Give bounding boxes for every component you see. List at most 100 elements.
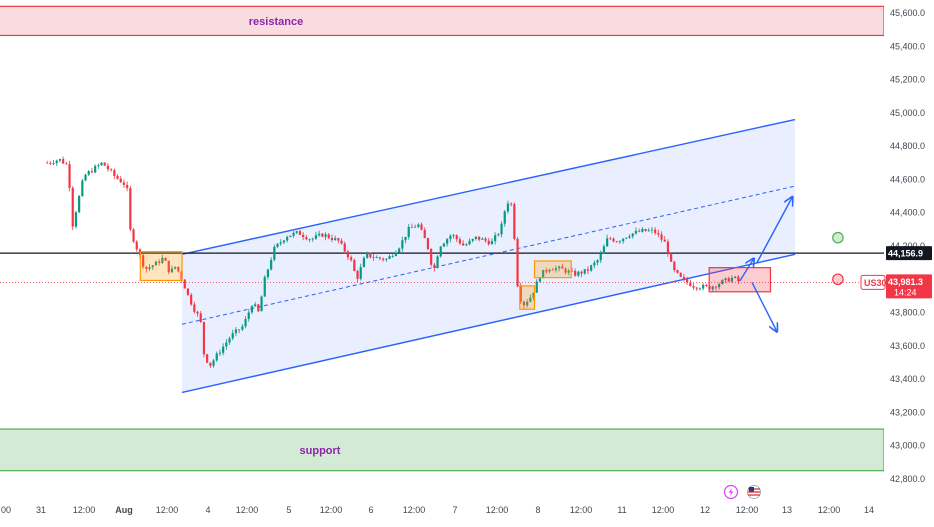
candle-body [458, 239, 462, 244]
candle-body [574, 270, 577, 276]
candle-body [228, 338, 231, 343]
candle-body [663, 239, 666, 242]
price-tick-label: 45,400.0 [890, 41, 925, 51]
time-tick-label: 4 [205, 505, 210, 515]
orange-highlight-box[interactable] [533, 260, 572, 279]
candle-body [394, 252, 398, 256]
us-flag-icon[interactable] [747, 485, 761, 499]
candle-body [337, 238, 340, 241]
candle-body [401, 240, 404, 249]
green-circle-marker[interactable] [832, 231, 844, 244]
candle-body [62, 159, 65, 164]
level-price-tag: 44,156.9 [886, 246, 932, 261]
symbol-tag: US30 [860, 274, 887, 290]
candle-body [366, 252, 369, 258]
orange-highlight-box[interactable] [519, 285, 536, 310]
time-tick-label: 13 [782, 505, 792, 515]
candle-body [170, 268, 174, 273]
channel-lower-line[interactable] [181, 253, 796, 394]
projection-arrow[interactable] [739, 259, 753, 282]
candle-body [196, 311, 199, 314]
candle-body [343, 243, 346, 252]
candle-body [250, 306, 254, 313]
support-label: support [300, 445, 341, 457]
candle-body [103, 162, 106, 166]
candle-body [359, 267, 362, 279]
chart-markers[interactable] [139, 198, 844, 331]
candle-body [100, 162, 103, 166]
candle-body [145, 266, 148, 269]
projection-arrow[interactable] [756, 198, 792, 263]
candle-body [558, 266, 561, 269]
candle-body [324, 234, 327, 237]
candle-body [679, 272, 682, 277]
symbol-text: US30 [864, 278, 887, 288]
candle-body [638, 230, 641, 232]
candle-body [388, 256, 391, 259]
candle-body [289, 235, 292, 238]
candle-body [436, 256, 439, 269]
time-tick-label: 12:00 [320, 505, 343, 515]
time-tick-label: 12 [700, 505, 710, 515]
price-axis[interactable]: 45,600.0 45,400.0 45,200.0 45,000.0 44,800.0… [884, 0, 934, 527]
price-tick-label: 44,400.0 [890, 208, 925, 218]
candle-body [465, 244, 468, 246]
candle-body [270, 259, 273, 270]
candle-body [94, 166, 97, 173]
channel-upper-line[interactable] [181, 118, 796, 256]
last-price-text: 43,981.3 [888, 277, 923, 287]
lightning-icon[interactable] [723, 484, 739, 500]
candle-body [554, 268, 558, 271]
candle-body [692, 286, 695, 288]
candle-body [202, 321, 206, 355]
candle-body [657, 232, 660, 235]
candle-body [382, 258, 385, 260]
candle-body [353, 259, 356, 272]
level-price-text: 44,156.9 [888, 249, 923, 259]
candle-body [577, 271, 580, 276]
time-tick-label: 11 [617, 505, 626, 515]
time-tick-label: 12:00 [736, 505, 759, 515]
candle-body [682, 276, 686, 279]
candle-body [151, 265, 154, 268]
candle-body [177, 266, 180, 272]
candle-body [49, 162, 52, 164]
candle-body [318, 233, 321, 236]
candle-body [446, 239, 449, 244]
orange-highlight-box[interactable] [139, 251, 183, 282]
time-tick-label: 00 [1, 505, 11, 515]
candle-body [634, 230, 638, 234]
candle-body [548, 269, 551, 272]
candle-body [391, 255, 394, 257]
candle-body [276, 243, 279, 247]
candle-body [609, 238, 612, 240]
candle-body [503, 211, 506, 224]
price-axis-bg [884, 0, 934, 527]
candle-body [135, 241, 138, 250]
resistance-zone[interactable]: resistance [0, 5, 885, 37]
ascending-channel[interactable] [181, 118, 796, 394]
candle-body [186, 288, 190, 295]
candle-body [247, 312, 250, 319]
candle-body [129, 188, 132, 230]
red-highlight-box[interactable] [708, 267, 772, 293]
candle-body [84, 174, 87, 181]
candle-body [212, 360, 215, 366]
candle-body [340, 240, 343, 244]
candle-body [330, 237, 334, 240]
candle-body [58, 159, 62, 161]
red-circle-marker[interactable] [832, 273, 844, 286]
candle-body [404, 236, 407, 241]
candle-body [426, 238, 430, 250]
candle-body [545, 269, 548, 272]
projection-arrow[interactable] [751, 282, 777, 331]
candle-body [295, 231, 298, 233]
candle-body [183, 279, 186, 289]
candle-body [487, 240, 490, 245]
candle-body [666, 241, 670, 254]
time-axis[interactable]: 00 31 12:00 Aug 12:00 4 12:00 5 12:00 6 12:00 7 12:0… [1, 505, 874, 515]
candle-body [238, 329, 241, 331]
candle-body [519, 286, 522, 302]
support-zone[interactable]: support [0, 428, 885, 472]
